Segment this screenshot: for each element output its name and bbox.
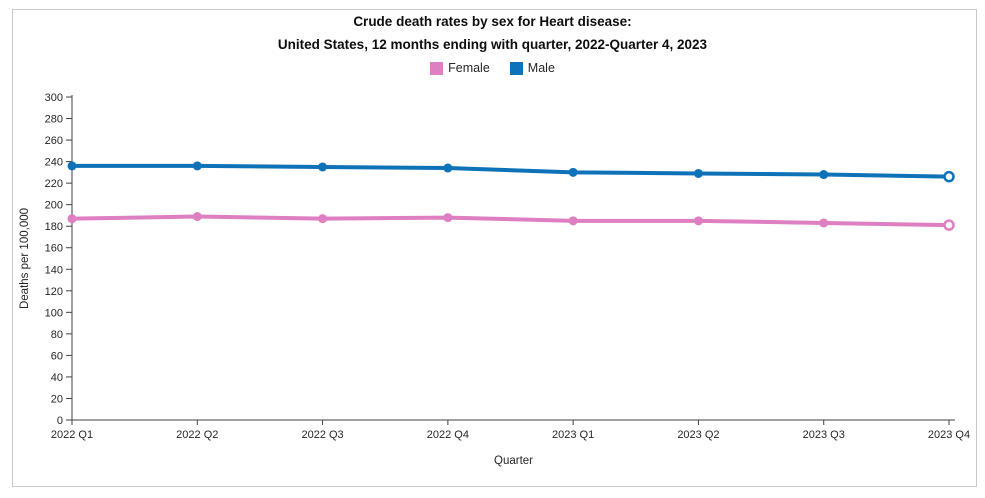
plot-area: 0 20 40 60 80 100 120 140 160 180 200 220 240 260 280 3…	[19, 92, 970, 467]
y-tick-label: 180	[45, 221, 63, 233]
data-point	[67, 214, 77, 224]
y-tick-label: 160	[45, 243, 63, 255]
x-tick-label: 2022 Q3	[301, 429, 343, 441]
y-tick-label: 100	[45, 307, 63, 319]
data-point	[568, 216, 578, 226]
data-point	[568, 167, 578, 177]
chart-title: Crude death rates by sex for Heart disea…	[353, 14, 632, 29]
data-point	[693, 168, 703, 178]
data-point	[67, 161, 77, 171]
legend-label-male: Male	[527, 61, 555, 75]
series-female	[67, 212, 955, 231]
chart-frame	[12, 9, 977, 487]
y-tick-label: 0	[57, 415, 63, 427]
y-tick-label: 20	[51, 393, 63, 405]
legend-item-male: Male	[509, 61, 555, 75]
data-point	[819, 170, 829, 180]
data-point	[192, 161, 202, 171]
y-tick-label: 220	[45, 178, 63, 190]
male-swatch-icon	[509, 61, 523, 75]
series-line	[70, 163, 951, 179]
data-point-provisional	[943, 219, 955, 231]
x-tick-label: 2023 Q3	[803, 429, 845, 441]
y-axis: 0 20 40 60 80 100 120 140 160 180 200 220 240 260 280 3…	[45, 92, 73, 427]
x-axis-title: Quarter	[494, 455, 533, 467]
y-axis-title: Deaths per 100,000	[19, 208, 31, 309]
legend-label-female: Female	[448, 61, 490, 75]
x-axis: 2022 Q1 2022 Q2 2022 Q3 2022 Q4 2023 Q1 2023 …	[51, 419, 970, 441]
y-tick-label: 60	[51, 350, 63, 362]
data-point	[693, 216, 703, 226]
data-point	[318, 214, 328, 224]
chart-legend: Female Male	[0, 61, 985, 75]
x-tick-label: 2022 Q2	[176, 429, 218, 441]
x-tick-label: 2023 Q4	[928, 429, 970, 441]
y-tick-label: 200	[45, 200, 63, 212]
y-tick-label: 280	[45, 114, 63, 126]
data-point	[819, 218, 829, 228]
data-point	[443, 163, 453, 173]
data-point	[443, 213, 453, 223]
y-tick-label: 120	[45, 286, 63, 298]
y-tick-label: 80	[51, 329, 63, 341]
female-swatch-icon	[430, 61, 444, 75]
y-tick-label: 300	[45, 92, 63, 104]
x-tick-label: 2023 Q2	[677, 429, 719, 441]
y-tick-label: 260	[45, 135, 63, 147]
y-tick-label: 40	[51, 372, 63, 384]
series-male	[67, 161, 955, 183]
y-tick-label: 240	[45, 157, 63, 169]
y-tick-label: 140	[45, 264, 63, 276]
x-tick-label: 2022 Q4	[427, 429, 469, 441]
data-point	[318, 162, 328, 172]
x-tick-label: 2022 Q1	[51, 429, 93, 441]
series-line	[70, 214, 951, 228]
data-point	[192, 212, 202, 222]
x-tick-label: 2023 Q1	[552, 429, 594, 441]
data-point-provisional	[943, 170, 955, 183]
chart-subtitle: United States, 12 months ending with qua…	[277, 37, 708, 52]
legend-item-female: Female	[430, 61, 490, 75]
